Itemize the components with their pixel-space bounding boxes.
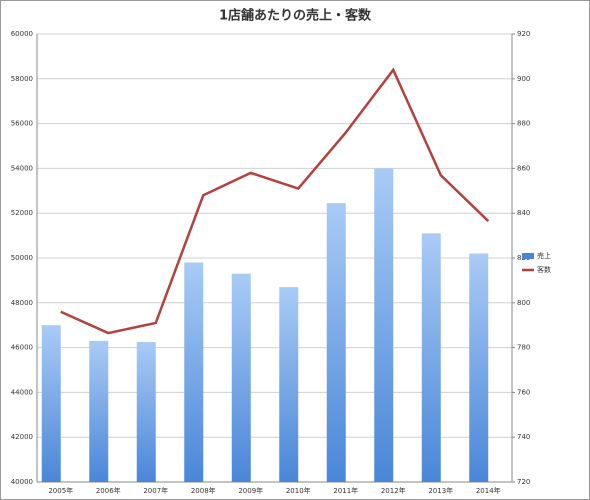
y2-tick-label: 720 bbox=[517, 478, 530, 486]
bar bbox=[326, 203, 346, 482]
legend-swatch bbox=[522, 253, 534, 259]
x-tick-label: 2013年 bbox=[428, 486, 453, 495]
bar bbox=[469, 253, 489, 482]
y-tick-label: 56000 bbox=[11, 120, 33, 128]
y-tick-label: 40000 bbox=[11, 478, 33, 486]
x-tick-label: 2006年 bbox=[96, 486, 121, 495]
y-tick-label: 42000 bbox=[11, 433, 33, 441]
legend-label: 客数 bbox=[537, 265, 551, 274]
bar bbox=[89, 340, 109, 482]
y-tick-label: 60000 bbox=[11, 30, 33, 38]
y2-tick-label: 900 bbox=[517, 75, 530, 83]
x-tick-label: 2007年 bbox=[143, 486, 168, 495]
x-tick-label: 2009年 bbox=[238, 486, 263, 495]
chart-title: 1店舗あたりの売上・客数 bbox=[219, 8, 372, 24]
y2-tick-label: 800 bbox=[517, 299, 530, 307]
x-tick-label: 2011年 bbox=[333, 486, 358, 495]
y2-tick-label: 780 bbox=[517, 344, 530, 352]
x-tick-label: 2008年 bbox=[191, 486, 216, 495]
y-tick-label: 58000 bbox=[11, 75, 33, 83]
x-tick-label: 2014年 bbox=[476, 486, 501, 495]
y-tick-label: 50000 bbox=[11, 254, 33, 262]
x-tick-label: 2010年 bbox=[286, 486, 311, 495]
line bbox=[60, 67, 490, 335]
y2-tick-label: 860 bbox=[517, 164, 530, 172]
y2-tick-label: 840 bbox=[517, 209, 530, 217]
y2-tick-label: 920 bbox=[517, 30, 530, 38]
y2-tick-label: 740 bbox=[517, 433, 530, 441]
y-tick-label: 46000 bbox=[11, 344, 33, 352]
y-tick-label: 44000 bbox=[11, 388, 33, 396]
bar bbox=[231, 273, 251, 482]
bar bbox=[421, 233, 441, 482]
y2-tick-label: 880 bbox=[517, 120, 530, 128]
legend-label: 売上 bbox=[537, 251, 551, 260]
bar bbox=[136, 342, 156, 482]
y-tick-label: 52000 bbox=[11, 209, 33, 217]
bar bbox=[279, 287, 299, 482]
bar bbox=[184, 262, 204, 482]
bar bbox=[41, 325, 61, 482]
bar bbox=[374, 168, 394, 482]
x-tick-label: 2012年 bbox=[381, 486, 406, 495]
x-tick-label: 2005年 bbox=[48, 486, 73, 495]
y-tick-label: 54000 bbox=[11, 164, 33, 172]
y-tick-label: 48000 bbox=[11, 299, 33, 307]
y2-tick-label: 760 bbox=[517, 388, 530, 396]
